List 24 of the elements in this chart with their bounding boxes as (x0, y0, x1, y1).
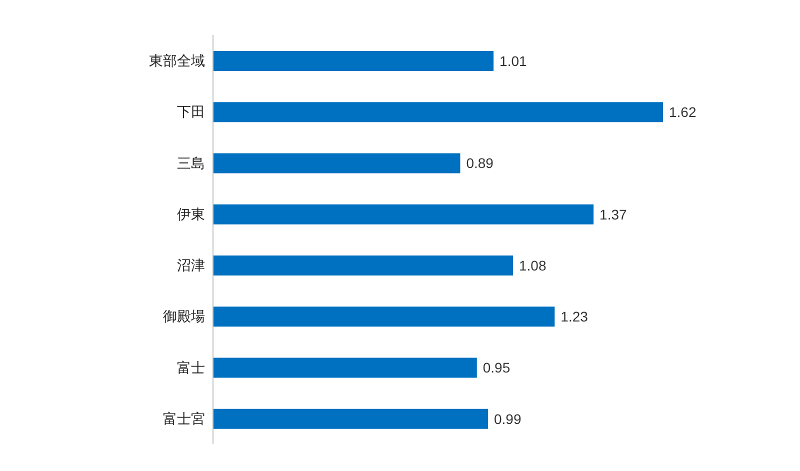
bar (213, 408, 488, 429)
bar (213, 358, 477, 378)
data-label: 0.95 (482, 360, 510, 376)
y-tick-label: 伊東 (177, 206, 205, 222)
data-label: 0.99 (494, 410, 522, 427)
data-label: 1.37 (600, 206, 628, 222)
data-label: 1.08 (519, 257, 546, 274)
y-tick-label: 東部全域 (149, 52, 205, 69)
y-tick-label: 沼津 (177, 257, 205, 274)
y-tick-label: 富士 (177, 359, 205, 376)
bar (213, 256, 513, 276)
data-label: 1.23 (560, 308, 588, 325)
y-tick-label: 三島 (177, 154, 205, 171)
bar (213, 51, 494, 71)
bar (213, 204, 594, 224)
data-label: 0.89 (466, 155, 494, 172)
data-label: 1.01 (500, 52, 528, 69)
bar (213, 306, 555, 327)
bar (213, 153, 460, 174)
bar (213, 102, 663, 122)
y-tick-label: 御殿場 (163, 308, 205, 324)
data-label: 1.62 (669, 104, 696, 120)
y-tick-label: 富士宮 (163, 410, 205, 426)
y-tick-label: 下田 (177, 104, 205, 120)
